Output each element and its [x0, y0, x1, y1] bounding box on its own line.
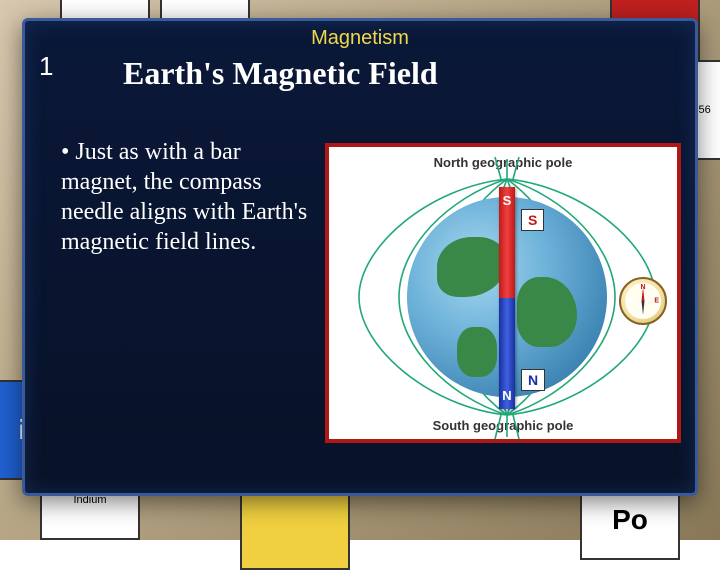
- continent-shape: [457, 327, 497, 377]
- earth-magnetic-field-figure: North geographic pole South geographic p…: [325, 143, 681, 443]
- continent-shape: [437, 237, 507, 297]
- magnet-s-label: S: [503, 193, 512, 208]
- slide-panel: Magnetism 1 Earth's Magnetic Field Just …: [22, 18, 698, 496]
- section-number: 1: [39, 51, 53, 82]
- magnet-n-callout: N: [521, 369, 545, 391]
- magnet-north-half: N: [499, 298, 515, 409]
- compass: N S E W: [619, 277, 667, 325]
- compass-e: E: [654, 298, 659, 305]
- compass-w: W: [627, 298, 634, 305]
- element-symbol: Po: [612, 504, 648, 536]
- magnet-s-callout: S: [521, 209, 544, 231]
- continent-shape: [517, 277, 577, 347]
- compass-face: N S E W: [625, 283, 661, 319]
- compass-needle: [642, 287, 645, 315]
- magnet-south-half: S: [499, 187, 515, 298]
- bg-tile: [240, 490, 350, 570]
- bar-magnet: S N: [499, 187, 515, 409]
- bullet-text: Just as with a bar magnet, the compass n…: [61, 137, 311, 257]
- magnet-n-label: N: [502, 388, 511, 403]
- slide-topic: Magnetism: [25, 27, 695, 50]
- slide-title: Earth's Magnetic Field: [123, 55, 438, 92]
